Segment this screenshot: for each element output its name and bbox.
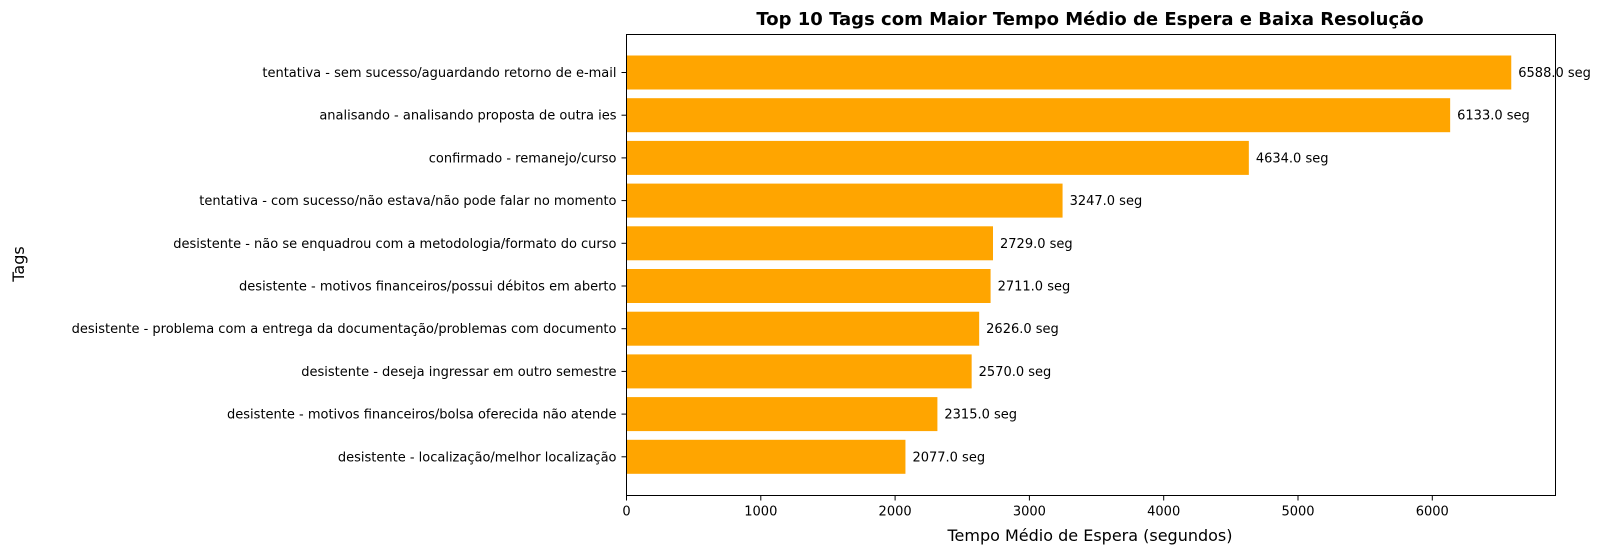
x-tick-label: 0 xyxy=(622,505,630,520)
category-labels: tentativa - sem sucesso/aguardando retor… xyxy=(72,66,627,465)
bar-5 xyxy=(626,226,994,261)
bar-9 xyxy=(626,397,938,432)
y-axis-title: Tags xyxy=(9,246,28,282)
bar-value-label: 2077.0 seg xyxy=(912,450,985,465)
category-label: tentativa - com sucesso/não estava/não p… xyxy=(199,194,616,209)
bar-2 xyxy=(626,98,1451,133)
bar-6 xyxy=(626,269,991,303)
x-tick-label: 2000 xyxy=(879,505,912,520)
bar-value-label: 4634.0 seg xyxy=(1256,151,1329,166)
bar-value-label: 2711.0 seg xyxy=(998,280,1071,295)
bar-value-label: 2626.0 seg xyxy=(986,322,1059,337)
value-labels: 6588.0 seg 6133.0 seg 4634.0 seg 3247.0 seg… xyxy=(912,66,1590,465)
plot-area-frame xyxy=(626,34,1556,496)
category-label: desistente - motivos financeiros/bolsa o… xyxy=(227,408,616,423)
bar-1 xyxy=(626,55,1512,90)
bar-value-label: 2570.0 seg xyxy=(979,365,1052,380)
x-axis-title: Tempo Médio de Espera (segundos) xyxy=(946,526,1232,545)
category-label: confirmado - remanejo/curso xyxy=(429,151,617,166)
bar-10 xyxy=(626,439,906,474)
chart-title: Top 10 Tags com Maior Tempo Médio de Esp… xyxy=(756,9,1423,30)
bar-value-label: 2315.0 seg xyxy=(944,408,1017,423)
category-label: desistente - não se enquadrou com a meto… xyxy=(173,237,616,252)
category-label: desistente - localização/melhor localiza… xyxy=(338,450,617,465)
x-tick-label: 5000 xyxy=(1281,505,1314,520)
category-label: desistente - deseja ingressar em outro s… xyxy=(301,365,616,380)
bar-value-label: 6133.0 seg xyxy=(1457,109,1530,124)
bar-7 xyxy=(626,311,980,346)
category-label: desistente - problema com a entrega da d… xyxy=(72,322,617,337)
bar-value-label: 2729.0 seg xyxy=(1000,237,1073,252)
x-tick-label: 4000 xyxy=(1147,505,1180,520)
bar-4 xyxy=(626,183,1063,218)
x-axis-ticks: 0 1000 2000 3000 4000 5000 6000 xyxy=(622,495,1449,520)
category-label: analisando - analisando proposta de outr… xyxy=(319,109,616,124)
category-label: desistente - motivos financeiros/possui … xyxy=(239,280,616,295)
bars-layer xyxy=(626,55,1512,474)
category-label: tentativa - sem sucesso/aguardando retor… xyxy=(262,66,616,81)
bar-value-label: 6588.0 seg xyxy=(1518,66,1591,81)
bar-value-label: 3247.0 seg xyxy=(1070,194,1143,209)
bar-3 xyxy=(626,140,1249,175)
x-tick-label: 6000 xyxy=(1416,505,1449,520)
x-tick-label: 1000 xyxy=(744,505,777,520)
x-tick-label: 3000 xyxy=(1013,505,1046,520)
bar-8 xyxy=(626,354,972,389)
